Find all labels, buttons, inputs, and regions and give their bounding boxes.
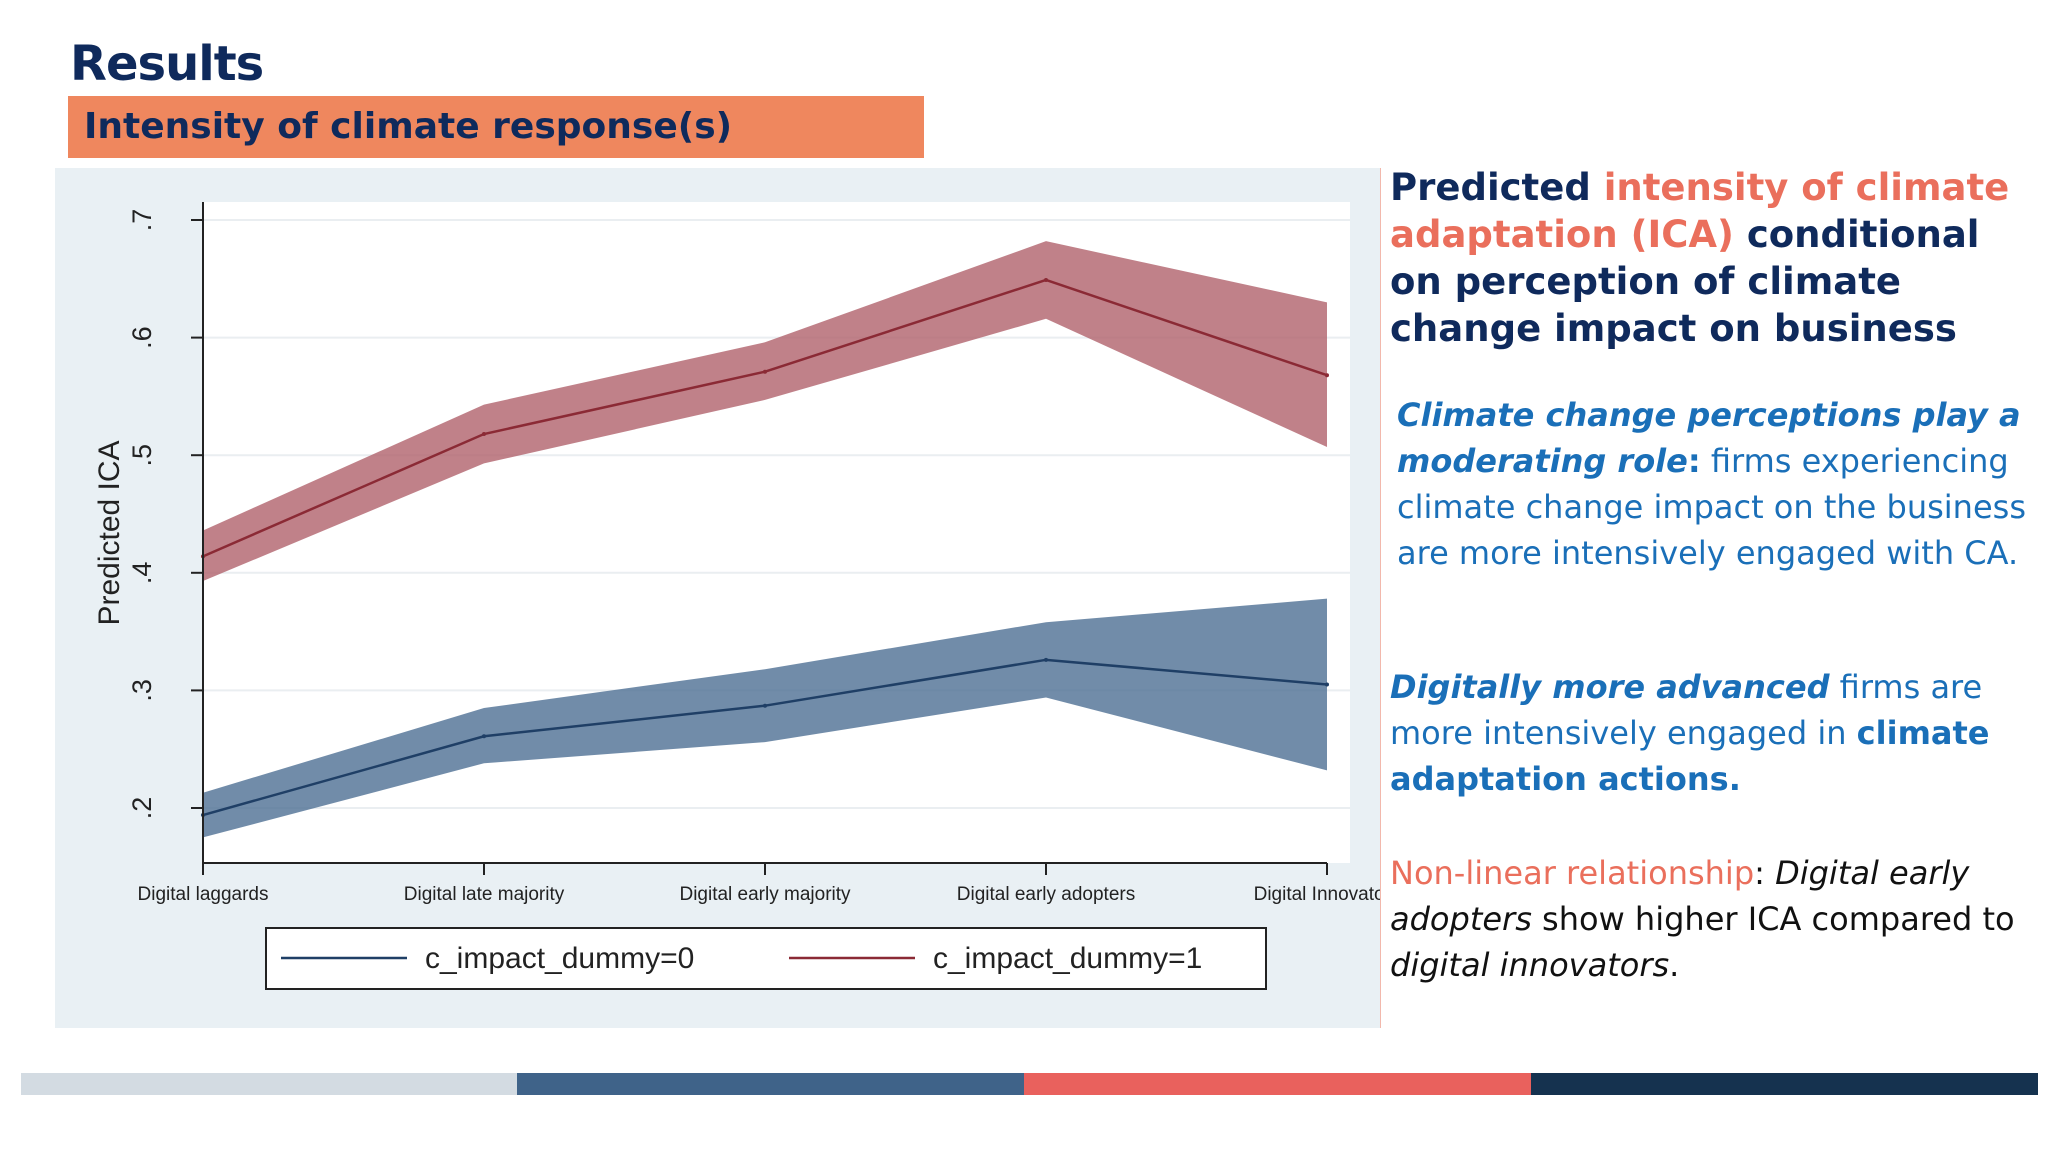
data-point xyxy=(1325,682,1329,687)
heading-part2: conditional on perception of climate cha… xyxy=(1390,213,1980,350)
footer-bar-segment-3 xyxy=(1024,1073,1532,1095)
footer-bar-segment-1 xyxy=(21,1073,529,1095)
y-tick-label: .4 xyxy=(127,562,157,585)
page-title: Results xyxy=(70,36,264,92)
side-heading: Predicted intensity of climate adaptatio… xyxy=(1390,164,2030,352)
para3-italic2: digital innovators xyxy=(1390,946,1670,984)
x-tick-label: Digital late majority xyxy=(404,884,565,905)
para3-end: . xyxy=(1669,946,1680,984)
footer-bar-segment-2 xyxy=(517,1073,1025,1095)
para1-rest: firms experiencing climate change impact… xyxy=(1397,442,2026,572)
ica-line-chart: .2 .3 .4 .5 .6 .7 Digital laggards Digital late… xyxy=(93,202,1380,990)
para3-lead: Non-linear relationship xyxy=(1390,854,1755,892)
x-tick-label: Digital early majority xyxy=(679,884,851,905)
data-point xyxy=(482,734,486,739)
para1-emphasis: Climate change perceptions play a modera… xyxy=(1397,396,2021,480)
panel-divider xyxy=(1380,168,1381,1028)
digital-advanced-paragraph: Digitally more advanced firms are more i… xyxy=(1390,664,2030,802)
para3-mid: show higher ICA compared to xyxy=(1531,900,2015,938)
moderating-role-paragraph: Climate change perceptions play a modera… xyxy=(1397,392,2037,576)
y-tick-label: .6 xyxy=(127,326,157,349)
footer-bar-segment-4 xyxy=(1531,1073,2038,1095)
legend-label-1: c_impact_dummy=1 xyxy=(933,942,1202,975)
y-tick-label: .7 xyxy=(127,209,157,232)
para2-emphasis: Digitally more advanced xyxy=(1390,668,1830,706)
subtitle-banner: Intensity of climate response(s) xyxy=(68,96,924,158)
para2-bold: climate adaptation actions. xyxy=(1390,714,1990,798)
y-axis-label: Predicted ICA xyxy=(93,440,126,625)
non-linear-paragraph: Non-linear relationship: Digital early a… xyxy=(1390,850,2030,988)
x-tick-label: Digital early adopters xyxy=(957,884,1135,905)
x-tick-label: Digital Innovators xyxy=(1254,884,1380,905)
y-tick-label: .5 xyxy=(127,444,157,467)
legend-label-0: c_impact_dummy=0 xyxy=(425,942,694,975)
chart-panel: .2 .3 .4 .5 .6 .7 Digital laggards Digital late… xyxy=(55,168,1380,1028)
y-tick-label: .2 xyxy=(127,797,157,820)
subtitle-text: Intensity of climate response(s) xyxy=(84,106,733,147)
data-point xyxy=(763,369,767,374)
para2-mid: firms are more intensively engaged in xyxy=(1390,668,1983,752)
data-point xyxy=(1325,373,1329,378)
data-point xyxy=(1044,657,1048,662)
para3-italic1: Digital early adopters xyxy=(1390,854,1970,938)
para1-colon: : xyxy=(1687,442,1701,480)
y-tick-label: .3 xyxy=(127,679,157,702)
data-point xyxy=(482,432,486,437)
data-point xyxy=(1044,277,1048,282)
legend-box xyxy=(265,927,1267,990)
para3-colon: : xyxy=(1754,854,1776,892)
x-tick-label: Digital laggards xyxy=(138,884,269,905)
data-point xyxy=(763,703,767,708)
heading-part1: Predicted xyxy=(1390,166,1604,209)
heading-highlight: intensity of climate adaptation (ICA) xyxy=(1390,166,2010,256)
